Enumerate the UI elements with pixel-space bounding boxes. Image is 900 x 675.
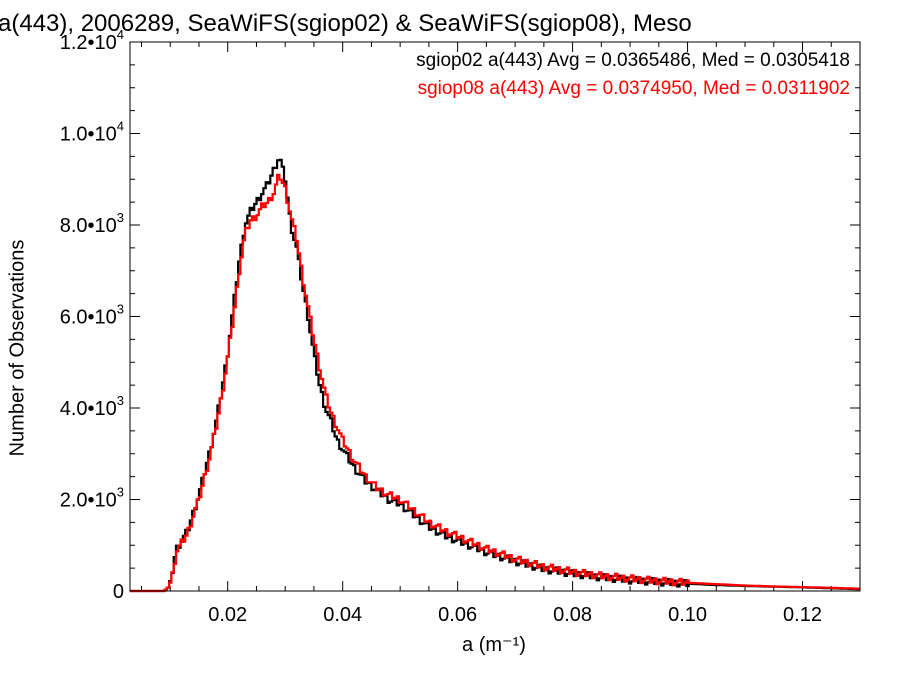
series-line-1 xyxy=(130,173,860,593)
x-tick-label: 0.10 xyxy=(668,604,707,626)
x-tick-label: 0.02 xyxy=(208,604,247,626)
y-tick-label: 1.0•104 xyxy=(60,119,124,146)
chart-title: a(443), 2006289, SeaWiFS(sgiop02) & SeaW… xyxy=(0,10,692,37)
legend-entry-sgiop02: sgiop02 a(443) Avg = 0.0365486, Med = 0.… xyxy=(416,50,850,71)
series-line-0 xyxy=(130,158,860,593)
x-axis-label: a (m⁻¹) xyxy=(462,634,526,656)
y-tick-label: 8.0•103 xyxy=(60,210,124,237)
x-tick-label: 0.04 xyxy=(323,604,362,626)
y-tick-label: 6.0•103 xyxy=(60,302,124,329)
plot-frame xyxy=(129,41,861,592)
series-group xyxy=(130,158,860,593)
y-tick-label: 0 xyxy=(113,581,124,603)
y-axis-label: Number of Observations xyxy=(6,239,29,457)
legend-entry-sgiop08: sgiop08 a(443) Avg = 0.0374950, Med = 0.… xyxy=(417,78,850,99)
x-tick-label: 0.08 xyxy=(553,604,592,626)
axis-ticks xyxy=(130,41,860,592)
y-tick-label: 2.0•103 xyxy=(60,485,124,512)
x-tick-label: 0.06 xyxy=(438,604,477,626)
y-tick-label: 4.0•103 xyxy=(60,393,124,420)
x-tick-label: 0.12 xyxy=(783,604,822,626)
tick-labels: 0.02 0.04 0.06 0.08 0.10 0.12 0 2.0•103 4.0•103 6… xyxy=(60,27,822,626)
y-tick-label: 1.2•104 xyxy=(60,27,124,54)
